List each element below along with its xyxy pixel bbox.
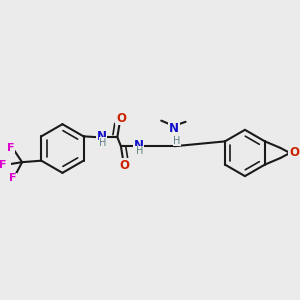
- Text: O: O: [119, 159, 130, 172]
- Text: F: F: [0, 160, 7, 170]
- Text: O: O: [116, 112, 126, 125]
- Text: F: F: [7, 143, 14, 153]
- Text: O: O: [289, 146, 299, 159]
- Text: N: N: [134, 139, 144, 152]
- Text: N: N: [169, 122, 179, 135]
- Text: F: F: [9, 173, 17, 183]
- Text: H: H: [173, 136, 181, 146]
- Text: H: H: [99, 138, 106, 148]
- Text: N: N: [97, 130, 107, 143]
- Text: H: H: [136, 146, 143, 157]
